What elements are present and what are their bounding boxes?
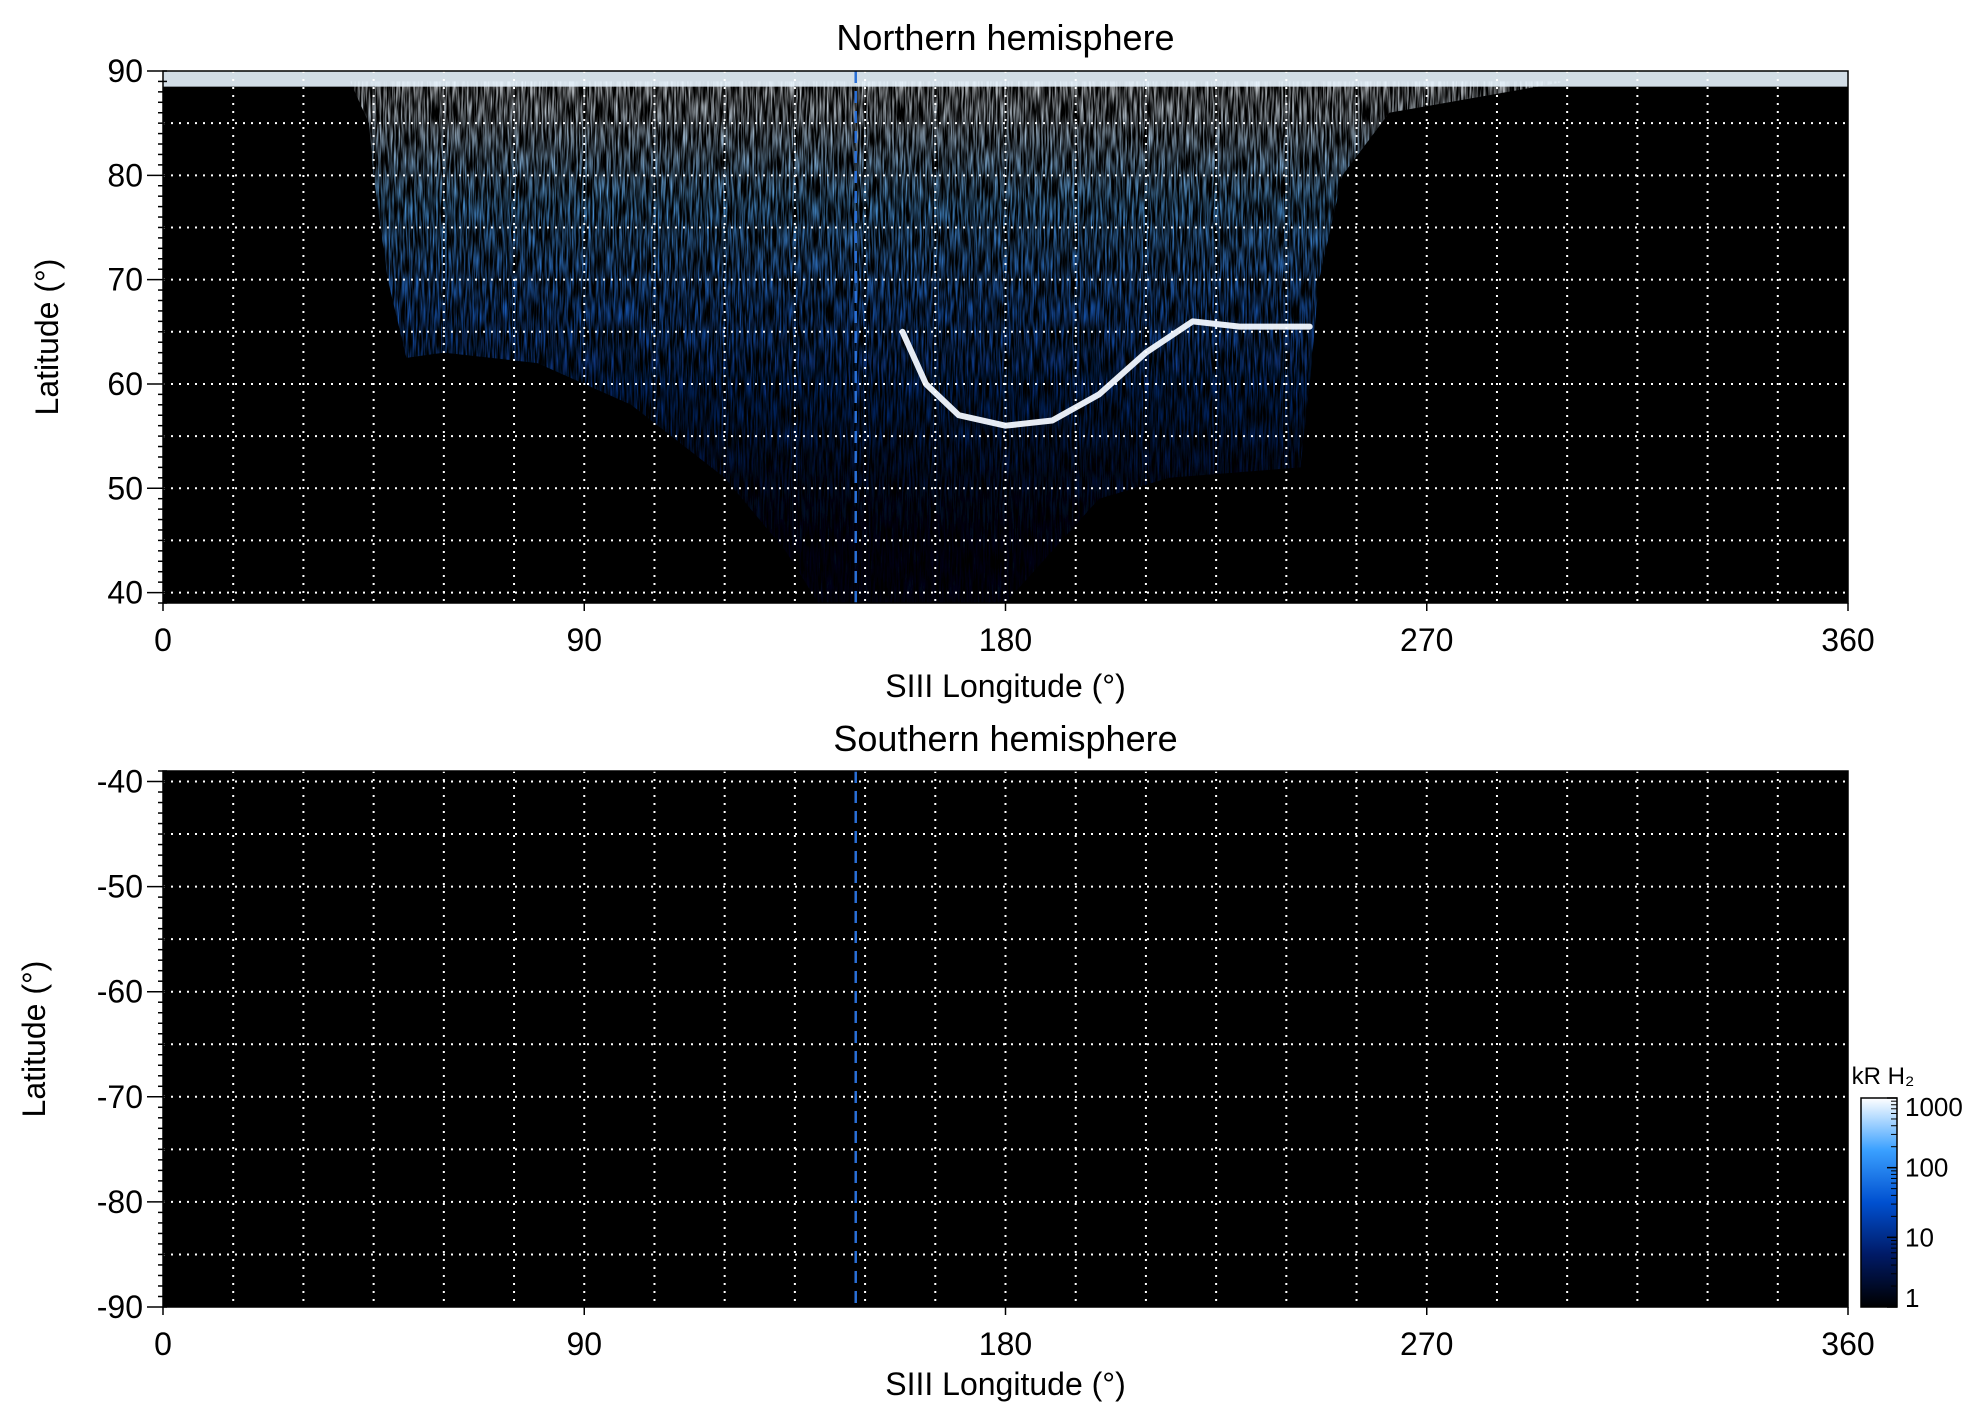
x-tick-label: 0 bbox=[154, 622, 172, 658]
southern-grid bbox=[163, 771, 1848, 1307]
colorbar-title: kR H₂ bbox=[1852, 1063, 1915, 1090]
emission-region bbox=[350, 81, 1568, 603]
southern-panel-title: Southern hemisphere bbox=[833, 718, 1177, 759]
y-tick-label: 80 bbox=[107, 157, 143, 193]
y-tick-label: -40 bbox=[97, 764, 143, 800]
colorbar-tick-label: 100 bbox=[1905, 1153, 1948, 1183]
northern-hemisphere-panel: Northern hemisphere 40 50 60 70 80 90 0 90 180 27… bbox=[29, 17, 1875, 704]
x-tick-label: 180 bbox=[979, 1326, 1032, 1362]
colorbar-tick-label: 1 bbox=[1905, 1283, 1919, 1313]
y-tick-label: 70 bbox=[107, 262, 143, 298]
colorbar-tick-label: 1000 bbox=[1905, 1092, 1963, 1122]
x-tick-label: 180 bbox=[979, 622, 1032, 658]
y-tick-label: -90 bbox=[97, 1289, 143, 1325]
northern-grid bbox=[163, 71, 1848, 603]
x-tick-label: 360 bbox=[1821, 1326, 1874, 1362]
southern-y-axis-label: Latitude (°) bbox=[16, 961, 52, 1118]
y-tick-label: 90 bbox=[107, 53, 143, 89]
y-tick-label: -50 bbox=[97, 869, 143, 905]
y-tick-label: 60 bbox=[107, 366, 143, 402]
x-tick-label: 360 bbox=[1821, 622, 1874, 658]
northern-x-axis-label: SIII Longitude (°) bbox=[885, 668, 1125, 704]
x-tick-label: 90 bbox=[566, 1326, 602, 1362]
colorbar-tick-label: 10 bbox=[1905, 1222, 1934, 1252]
polar-cap-band bbox=[163, 71, 1848, 87]
northern-panel-title: Northern hemisphere bbox=[836, 17, 1174, 58]
colorbar-ticks: 1 10 100 1000 bbox=[1887, 1092, 1963, 1313]
y-tick-label: -60 bbox=[97, 974, 143, 1010]
x-tick-label: 270 bbox=[1400, 622, 1453, 658]
northern-y-axis-label: Latitude (°) bbox=[29, 259, 65, 416]
southern-axes: -40 -50 -60 -70 -80 -90 0 90 180 270 360 bbox=[97, 764, 1875, 1362]
y-tick-label: 40 bbox=[107, 575, 143, 611]
southern-x-axis-label: SIII Longitude (°) bbox=[885, 1366, 1125, 1402]
northern-axes: 40 50 60 70 80 90 0 90 180 270 360 bbox=[107, 53, 1874, 658]
x-tick-label: 270 bbox=[1400, 1326, 1453, 1362]
y-tick-label: -80 bbox=[97, 1184, 143, 1220]
y-tick-label: -70 bbox=[97, 1079, 143, 1115]
x-tick-label: 0 bbox=[154, 1326, 172, 1362]
y-tick-label: 50 bbox=[107, 470, 143, 506]
southern-hemisphere-panel: Southern hemisphere -40 -50 -60 -70 -80 -90 0 9… bbox=[16, 718, 1875, 1402]
colorbar: kR H₂ 1 10 100 1000 bbox=[1852, 1063, 1963, 1313]
x-tick-label: 90 bbox=[566, 622, 602, 658]
colorbar-gradient bbox=[1860, 1097, 1898, 1308]
